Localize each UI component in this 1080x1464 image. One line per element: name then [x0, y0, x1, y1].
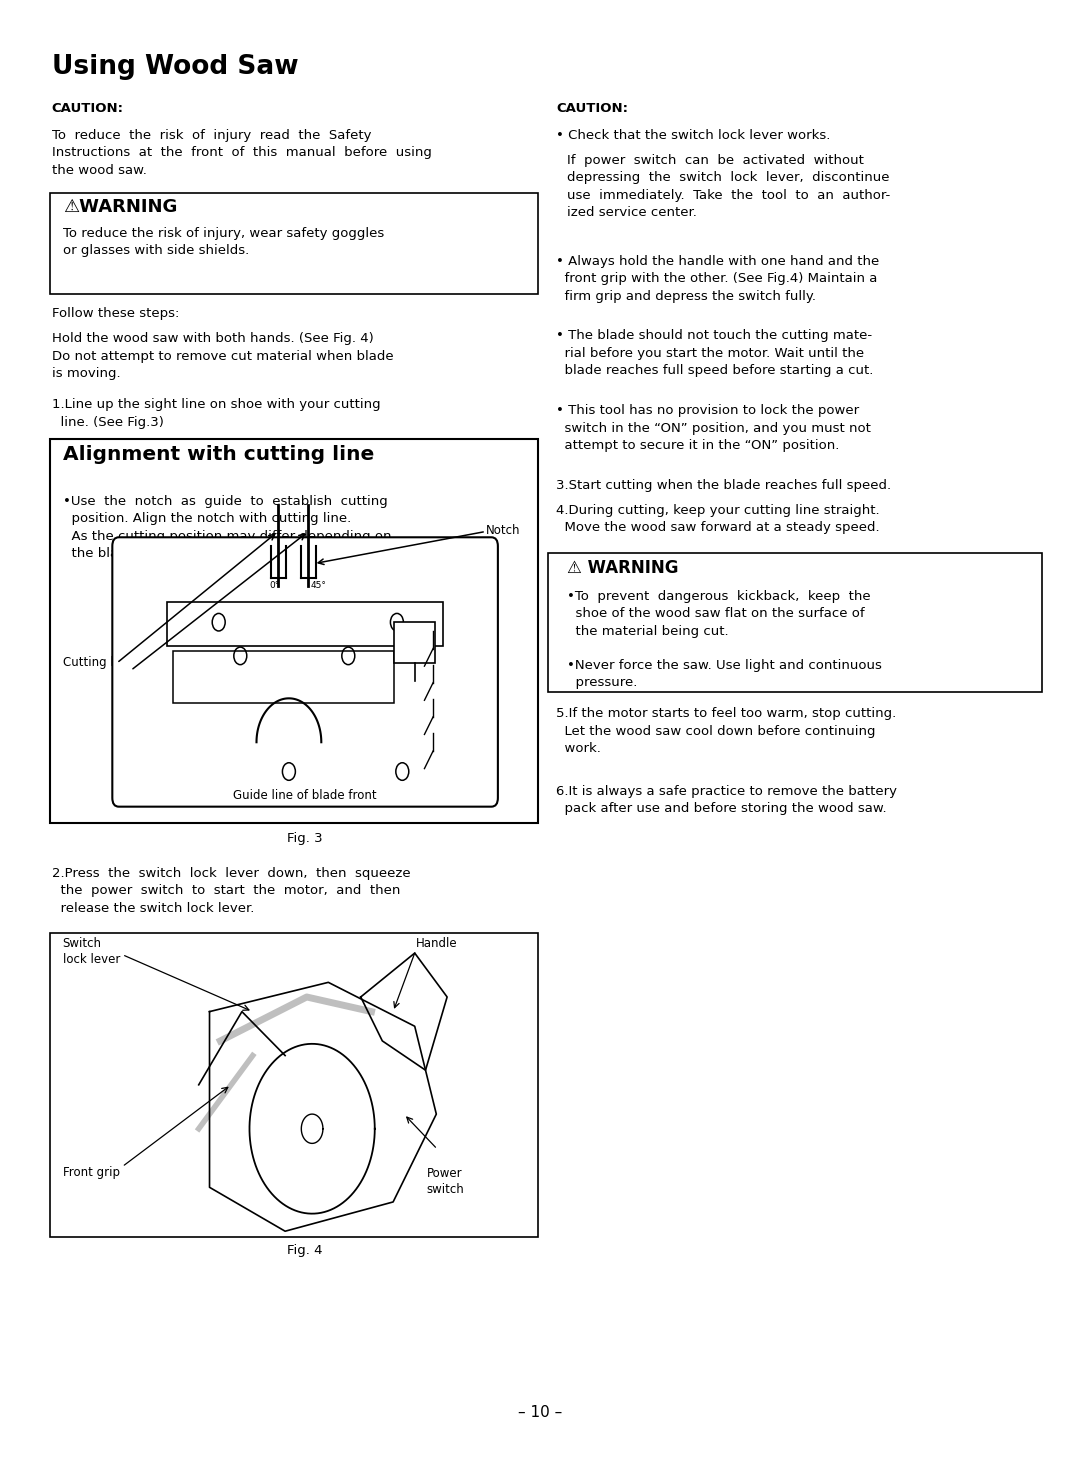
Bar — [173, 651, 394, 703]
Text: 0°: 0° — [269, 581, 279, 590]
Text: Front grip: Front grip — [63, 1165, 120, 1179]
Text: 6.It is always a safe practice to remove the battery
  pack after use and before: 6.It is always a safe practice to remove… — [556, 785, 897, 815]
Text: Hold the wood saw with both hands. (See Fig. 4)
Do not attempt to remove cut mat: Hold the wood saw with both hands. (See … — [52, 332, 393, 381]
Text: Guide line of blade front: Guide line of blade front — [233, 789, 377, 802]
Text: • The blade should not touch the cutting mate-
  rial before you start the motor: • The blade should not touch the cutting… — [556, 329, 874, 378]
Text: ⚠WARNING: ⚠WARNING — [63, 198, 177, 215]
Bar — [167, 602, 443, 646]
Text: ⚠ WARNING: ⚠ WARNING — [567, 559, 678, 577]
Text: Power
switch: Power switch — [427, 1167, 464, 1196]
Text: If  power  switch  can  be  activated  without
depressing  the  switch  lock  le: If power switch can be activated without… — [567, 154, 890, 220]
Text: 5.If the motor starts to feel too warm, stop cutting.
  Let the wood saw cool do: 5.If the motor starts to feel too warm, … — [556, 707, 896, 755]
Text: 1.Line up the sight line on shoe with your cutting
  line. (See Fig.3): 1.Line up the sight line on shoe with yo… — [52, 398, 380, 429]
Text: 2.Press  the  switch  lock  lever  down,  then  squeeze
  the  power  switch  to: 2.Press the switch lock lever down, then… — [52, 867, 410, 915]
FancyBboxPatch shape — [50, 193, 538, 294]
Bar — [394, 622, 435, 663]
Text: 45°: 45° — [311, 581, 326, 590]
Text: CAUTION:: CAUTION: — [52, 102, 124, 116]
Text: To reduce the risk of injury, wear safety goggles
or glasses with side shields.: To reduce the risk of injury, wear safet… — [63, 227, 383, 258]
Text: CAUTION:: CAUTION: — [556, 102, 629, 116]
Text: 3.Start cutting when the blade reaches full speed.: 3.Start cutting when the blade reaches f… — [556, 479, 891, 492]
Text: 4.During cutting, keep your cutting line straight.
  Move the wood saw forward a: 4.During cutting, keep your cutting line… — [556, 504, 880, 534]
Text: •To  prevent  dangerous  kickback,  keep  the
  shoe of the wood saw flat on the: •To prevent dangerous kickback, keep the… — [567, 590, 870, 638]
FancyBboxPatch shape — [50, 933, 538, 1237]
Text: To  reduce  the  risk  of  injury  read  the  Safety
Instructions  at  the  fron: To reduce the risk of injury read the Sa… — [52, 129, 432, 177]
Text: •Never force the saw. Use light and continuous
  pressure.: •Never force the saw. Use light and cont… — [567, 659, 882, 690]
Text: Notch: Notch — [486, 524, 521, 537]
Text: Using Wood Saw: Using Wood Saw — [52, 54, 298, 81]
Text: Follow these steps:: Follow these steps: — [52, 307, 179, 321]
FancyBboxPatch shape — [548, 553, 1042, 692]
FancyBboxPatch shape — [50, 439, 538, 823]
Text: – 10 –: – 10 – — [518, 1405, 562, 1420]
Text: • Check that the switch lock lever works.: • Check that the switch lock lever works… — [556, 129, 831, 142]
Text: Fig. 4: Fig. 4 — [287, 1244, 323, 1258]
Text: Cutting line: Cutting line — [63, 656, 132, 669]
Text: Handle: Handle — [416, 937, 458, 950]
FancyBboxPatch shape — [112, 537, 498, 807]
Text: Fig. 3: Fig. 3 — [287, 832, 323, 845]
Text: • Always hold the handle with one hand and the
  front grip with the other. (See: • Always hold the handle with one hand a… — [556, 255, 879, 303]
Text: • This tool has no provision to lock the power
  switch in the “ON” position, an: • This tool has no provision to lock the… — [556, 404, 872, 452]
Text: •Use  the  notch  as  guide  to  establish  cutting
  position. Align the notch : •Use the notch as guide to establish cut… — [63, 495, 391, 561]
Text: Alignment with cutting line: Alignment with cutting line — [63, 445, 374, 464]
Text: Switch
lock lever: Switch lock lever — [63, 937, 120, 966]
